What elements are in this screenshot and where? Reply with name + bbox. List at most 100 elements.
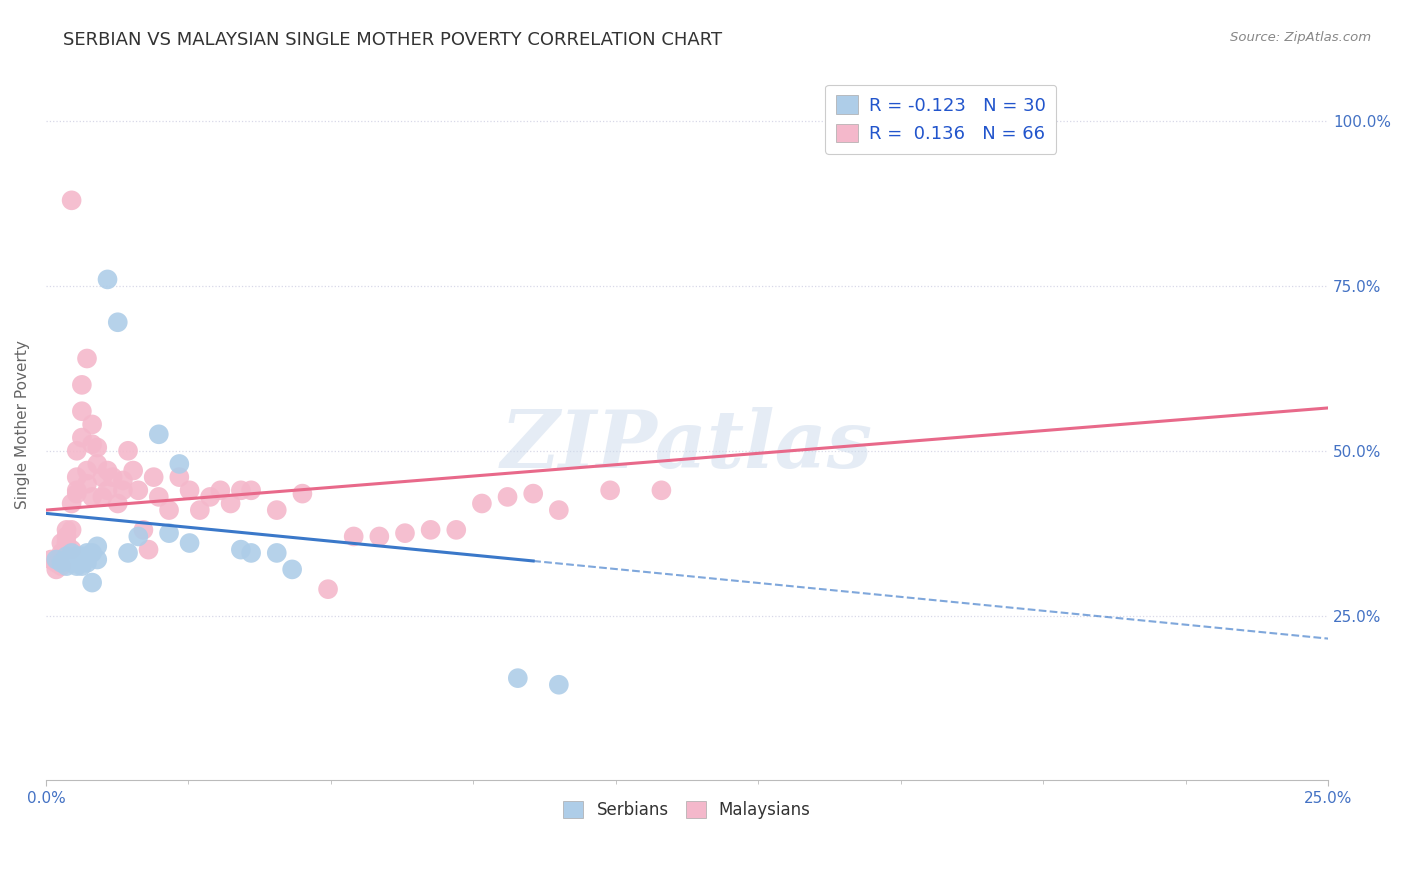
Point (76, 464, 98, 478)
Point (45, 562, 67, 576)
Point (142, 470, 165, 484)
Point (86, 539, 108, 553)
Point (117, 546, 139, 560)
Point (60, 542, 83, 557)
Point (107, 315, 129, 329)
Point (86, 552, 108, 566)
Point (209, 483, 232, 498)
Point (169, 470, 191, 484)
Point (51, 556, 73, 570)
Point (281, 562, 304, 576)
Point (55, 536, 77, 550)
Point (291, 486, 314, 500)
Point (76, 546, 98, 560)
Point (547, 678, 569, 692)
Point (117, 443, 139, 458)
Text: SERBIAN VS MALAYSIAN SINGLE MOTHER POVERTY CORRELATION CHART: SERBIAN VS MALAYSIAN SINGLE MOTHER POVER… (63, 31, 723, 49)
Point (51, 536, 73, 550)
Point (266, 546, 288, 560)
Point (60, 556, 83, 570)
Point (60, 546, 83, 560)
Point (148, 427, 170, 442)
Point (76, 351, 98, 366)
Point (368, 529, 391, 543)
Point (148, 490, 170, 504)
Point (157, 526, 180, 541)
Point (188, 503, 211, 517)
Point (599, 483, 621, 498)
Point (127, 529, 149, 543)
Point (55, 523, 77, 537)
Point (650, 483, 672, 498)
Point (86, 441, 108, 455)
Point (66, 549, 89, 564)
Point (127, 483, 149, 498)
Point (45, 556, 67, 570)
Point (55, 529, 77, 543)
Point (179, 483, 201, 498)
Point (82, 575, 104, 590)
Text: ZIPatlas: ZIPatlas (501, 407, 873, 484)
Point (240, 546, 263, 560)
Point (55, 549, 77, 564)
Point (101, 470, 124, 484)
Point (138, 542, 160, 557)
Point (471, 496, 494, 510)
Point (82, 490, 104, 504)
Point (91, 490, 114, 504)
Point (82, 437, 104, 451)
Point (76, 556, 98, 570)
Point (66, 559, 89, 574)
Point (51, 559, 73, 574)
Point (66, 486, 89, 500)
Point (60, 523, 83, 537)
Point (96, 483, 118, 498)
Point (70, 431, 93, 445)
Point (169, 457, 191, 471)
Point (82, 417, 104, 432)
Point (96, 464, 118, 478)
Point (122, 464, 145, 478)
Point (157, 503, 180, 517)
Point (179, 536, 201, 550)
Point (91, 470, 114, 484)
Point (229, 542, 252, 557)
Point (66, 470, 89, 484)
Point (96, 272, 118, 286)
Point (51, 546, 73, 560)
Point (55, 559, 77, 574)
Point (240, 483, 263, 498)
Point (496, 490, 519, 504)
Point (82, 546, 104, 560)
Point (266, 503, 288, 517)
Point (70, 549, 93, 564)
Point (219, 496, 242, 510)
Point (107, 496, 129, 510)
Point (86, 457, 108, 471)
Point (229, 483, 252, 498)
Point (506, 671, 529, 685)
Legend: Serbians, Malaysians: Serbians, Malaysians (557, 794, 817, 825)
Point (45, 552, 67, 566)
Text: Source: ZipAtlas.com: Source: ZipAtlas.com (1230, 31, 1371, 45)
Point (394, 526, 416, 541)
Point (76, 476, 98, 491)
Point (60, 496, 83, 510)
Point (111, 483, 134, 498)
Point (70, 559, 93, 574)
Point (39, 552, 62, 566)
Point (419, 523, 441, 537)
Point (66, 443, 89, 458)
Point (111, 474, 134, 488)
Point (522, 486, 544, 500)
Point (343, 529, 366, 543)
Y-axis label: Single Mother Poverty: Single Mother Poverty (15, 340, 30, 508)
Point (316, 582, 339, 597)
Point (132, 523, 155, 537)
Point (70, 377, 93, 392)
Point (198, 490, 221, 504)
Point (66, 483, 89, 498)
Point (547, 503, 569, 517)
Point (60, 194, 83, 208)
Point (446, 523, 468, 537)
